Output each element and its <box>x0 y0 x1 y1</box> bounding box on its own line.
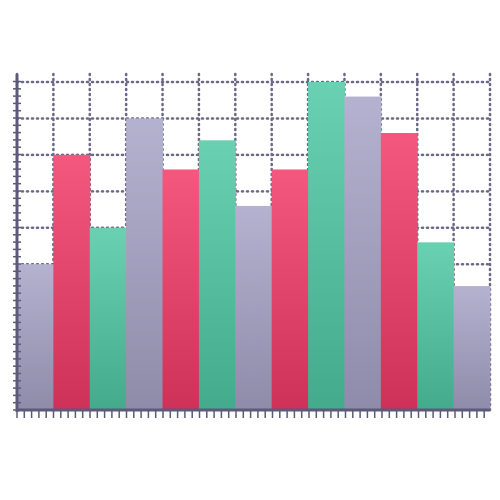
bar-shade <box>89 227 127 410</box>
bar-shade <box>417 242 455 410</box>
bar-shade <box>162 169 200 410</box>
bar-shade <box>308 82 345 410</box>
bar-shade <box>344 96 382 411</box>
bar-shade <box>235 205 273 410</box>
bar-shade <box>126 118 164 410</box>
bar-shade <box>380 133 418 410</box>
bar-shade <box>17 264 54 410</box>
axes <box>13 74 490 418</box>
bar-shade <box>198 140 236 411</box>
bar-shade <box>271 169 309 410</box>
bar-shade <box>453 286 491 410</box>
bar-shade <box>53 154 91 410</box>
bars <box>17 82 491 411</box>
